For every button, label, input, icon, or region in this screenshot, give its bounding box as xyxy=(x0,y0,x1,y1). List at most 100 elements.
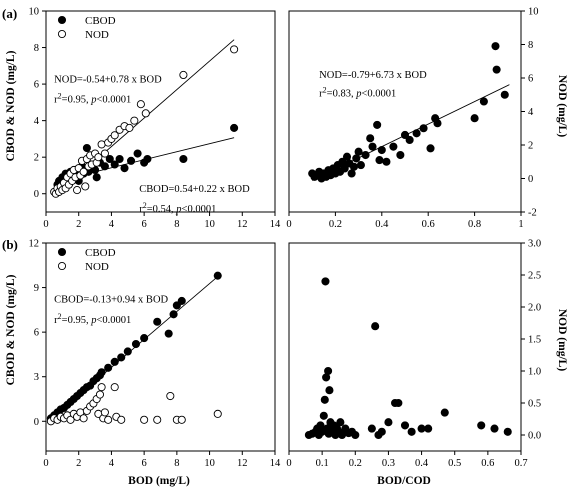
scatter-a-right: 0 0.2 0.4 0.6 0.8 1 -2 0 2 4 6 8 10 NOD=-0.79+6.73 x … xyxy=(286,7,538,231)
x-tick-label-b-left-4: 8 xyxy=(174,458,179,469)
point-a-right-nod-38 xyxy=(470,114,479,123)
point-a-right-nod-33 xyxy=(412,129,421,138)
point-a-right-nod-27 xyxy=(377,145,386,155)
x-tick-label-b-right-5: 0.5 xyxy=(448,458,461,469)
point-b-right-nod-7 xyxy=(319,411,328,420)
point-b-right-nod-36 xyxy=(417,424,426,433)
point-b-right-nod-9 xyxy=(321,277,330,286)
y-axis-label-a-right: NOD (mg/L) xyxy=(556,75,567,137)
legend-marker-a-left-0 xyxy=(57,15,67,25)
annotation-a-left-1: r2=0.95, p<0.0001 xyxy=(54,91,131,105)
point-b-left-nod-10 xyxy=(79,414,88,423)
y-tick-label-a-right-1: 0 xyxy=(528,174,533,185)
point-a-left-cbod-24 xyxy=(115,154,124,164)
point-b-left-nod-17 xyxy=(97,383,106,392)
point-b-left-cbod-16 xyxy=(97,368,106,377)
point-b-left-cbod-17 xyxy=(104,363,113,372)
point-a-left-nod-14 xyxy=(73,186,82,195)
x-tick-label-b-left-3: 6 xyxy=(142,458,147,469)
x-tick-label-a-right-1: 0.2 xyxy=(329,219,342,230)
point-b-right-nod-27 xyxy=(367,424,376,433)
y-tick-label-a-right-5: 8 xyxy=(528,40,533,51)
y-tick-label-b-right-3: 1.5 xyxy=(528,335,541,346)
point-b-left-nod-16 xyxy=(95,390,105,399)
y-tick-label-b-right-5: 2.5 xyxy=(528,271,541,282)
plot-frame-b-right xyxy=(288,242,522,452)
panel-label-b: (b) xyxy=(2,237,18,252)
legend-label-b-left-0: CBOD xyxy=(85,247,116,259)
point-a-right-nod-42 xyxy=(500,90,509,99)
x-tick-label-a-left-7: 14 xyxy=(270,219,281,230)
y-tick-label-b-right-1: 0.5 xyxy=(528,399,541,410)
point-b-left-cbod-26 xyxy=(172,301,181,310)
point-a-right-nod-22 xyxy=(361,150,370,160)
y-tick-label-b-right-2: 1.0 xyxy=(528,367,541,378)
y-tick-label-a-left-5: 10 xyxy=(29,7,40,18)
point-a-right-nod-31 xyxy=(400,130,410,139)
point-a-left-nod-37 xyxy=(141,109,150,118)
point-a-right-nod-19 xyxy=(352,154,361,163)
annotation-b-left-1: r2=0.95, p<0.0001 xyxy=(54,312,131,326)
legend-marker-b-left-1 xyxy=(57,261,67,271)
point-b-right-nod-39 xyxy=(477,421,486,430)
x-axis-label-bod: BOD (mg/L) xyxy=(128,475,190,487)
point-a-left-cbod-30 xyxy=(179,154,188,164)
y-tick-label-a-left-1: 2 xyxy=(34,153,39,164)
point-b-right-nod-8 xyxy=(320,395,329,404)
y-tick-label-b-left-2: 6 xyxy=(34,328,39,339)
point-a-right-nod-18 xyxy=(349,162,359,171)
x-tick-label-b-right-2: 0.2 xyxy=(349,458,362,469)
y-axis-label-b-right: NOD (mg/L) xyxy=(556,309,567,371)
annotation-a-right-0: NOD=-0.79+6.73 x BOD xyxy=(319,70,427,81)
point-a-right-nod-15 xyxy=(342,152,352,161)
y-tick-label-b-left-1: 3 xyxy=(34,372,39,383)
x-tick-label-a-right-5: 1 xyxy=(518,219,523,230)
point-b-left-nod-19 xyxy=(100,408,109,417)
x-axis-label-bod-cod: BOD/COD xyxy=(377,475,431,487)
legend-label-a-left-0: CBOD xyxy=(85,15,116,27)
annotation-a-left-3: r2=0.54, p<0.0001 xyxy=(139,201,216,215)
x-tick-label-b-left-7: 14 xyxy=(270,458,281,469)
point-a-right-nod-30 xyxy=(396,150,405,160)
point-a-left-nod-19 xyxy=(81,182,90,191)
point-b-left-nod-20 xyxy=(104,415,113,424)
x-tick-label-a-left-5: 10 xyxy=(204,219,215,230)
y-tick-label-a-right-2: 2 xyxy=(528,141,533,152)
point-a-left-nod-18 xyxy=(79,167,88,176)
x-tick-label-b-right-6: 0.6 xyxy=(481,458,494,469)
point-a-right-nod-37 xyxy=(433,119,442,128)
point-b-right-nod-30 xyxy=(377,427,386,436)
y-tick-label-b-left-3: 9 xyxy=(34,283,39,294)
point-a-right-nod-25 xyxy=(373,120,382,129)
point-a-left-nod-31 xyxy=(110,131,119,140)
annotation-a-left-0: NOD=-0.54+0.78 x BOD xyxy=(54,74,162,85)
point-b-left-cbod-22 xyxy=(140,334,149,343)
point-b-left-cbod-19 xyxy=(117,353,126,362)
x-tick-label-b-right-3: 0.3 xyxy=(382,458,395,469)
legend-label-b-left-1: NOD xyxy=(85,261,109,273)
legend-label-a-left-1: NOD xyxy=(85,29,109,41)
point-b-left-cbod-27 xyxy=(177,296,186,305)
point-a-right-nod-35 xyxy=(426,144,435,153)
point-b-right-nod-14 xyxy=(325,386,334,395)
x-tick-label-b-right-1: 0.1 xyxy=(316,458,329,469)
point-b-right-nod-33 xyxy=(394,398,403,408)
point-a-right-nod-23 xyxy=(366,134,375,143)
point-b-right-nod-35 xyxy=(407,427,416,436)
point-b-left-cbod-23 xyxy=(153,317,162,326)
point-a-right-nod-39 xyxy=(479,97,488,106)
point-b-left-cbod-20 xyxy=(123,347,132,356)
point-b-left-cbod-21 xyxy=(131,339,141,349)
y-tick-label-a-left-2: 4 xyxy=(34,116,40,127)
point-a-right-nod-40 xyxy=(491,42,500,51)
y-tick-label-a-right-3: 4 xyxy=(528,107,534,118)
point-b-right-nod-38 xyxy=(440,408,449,417)
plot-frame-a-right xyxy=(288,10,522,213)
plot-frame-b-left xyxy=(45,242,276,452)
y-tick-label-a-left-4: 8 xyxy=(34,43,39,54)
point-a-right-nod-20 xyxy=(354,147,363,156)
point-b-left-nod-26 xyxy=(166,391,175,401)
plot-frame-a-left xyxy=(45,10,276,213)
x-tick-label-b-left-6: 12 xyxy=(237,458,248,469)
